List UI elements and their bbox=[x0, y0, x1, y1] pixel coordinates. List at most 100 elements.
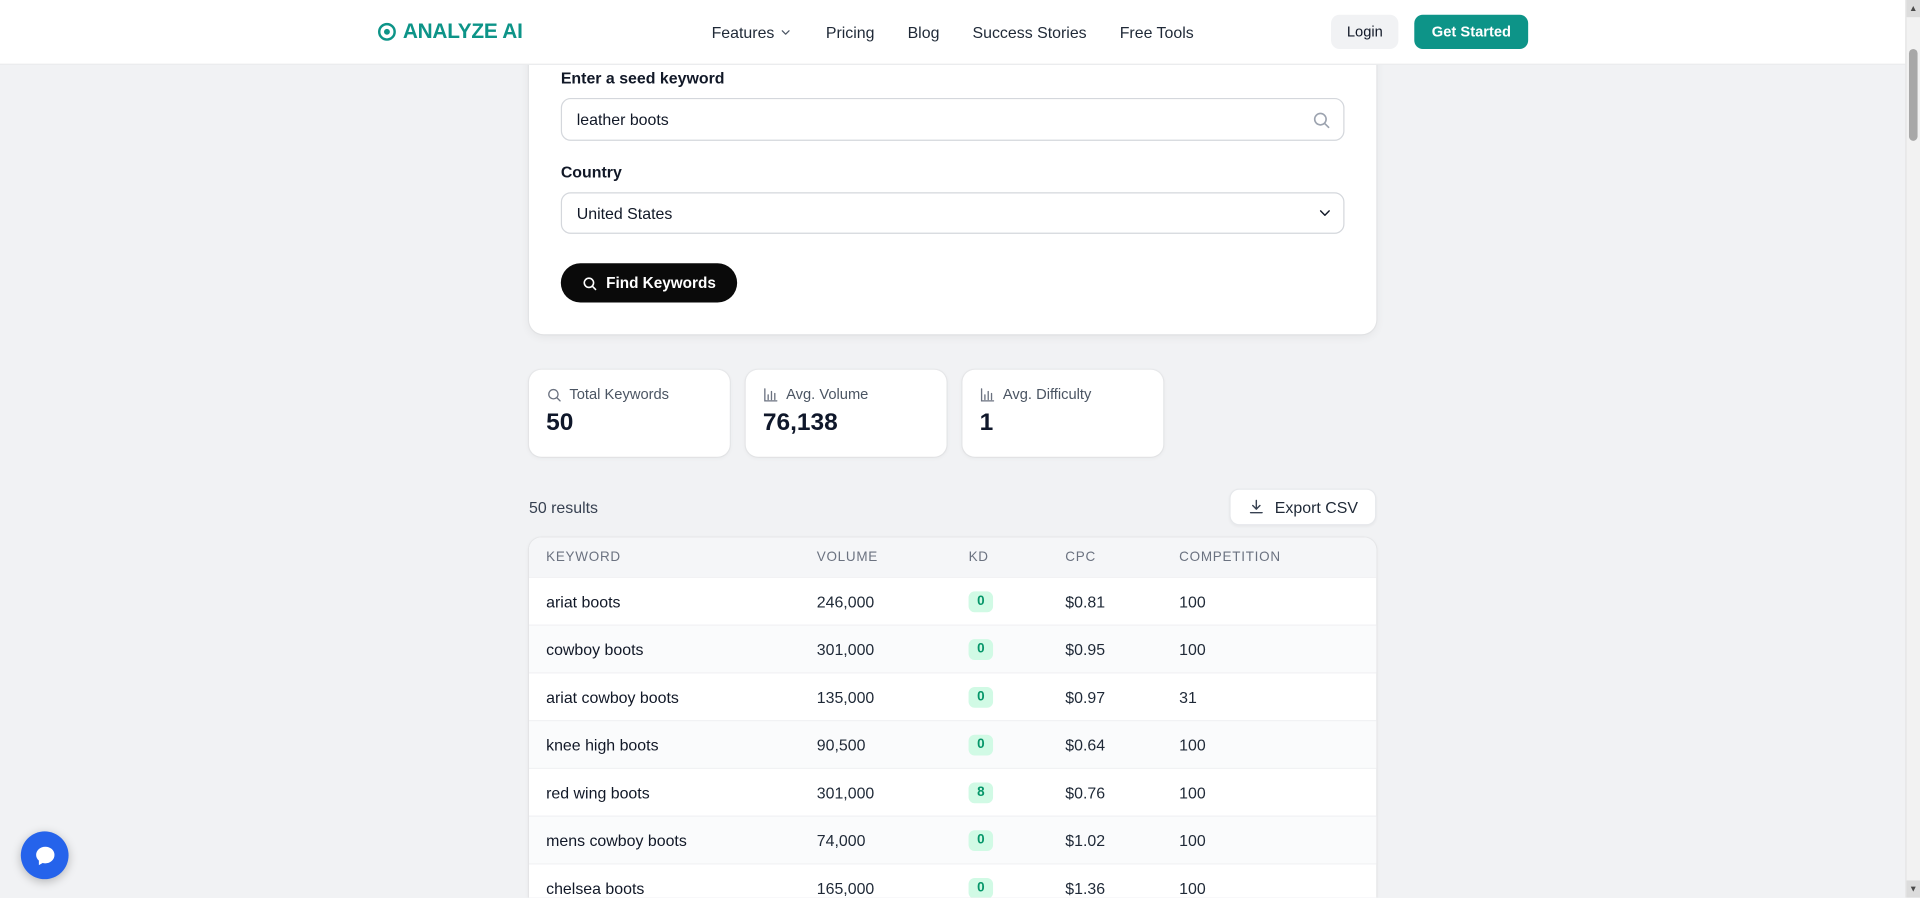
keyword-cell: red wing boots bbox=[546, 783, 650, 802]
kd-cell: 0 bbox=[951, 686, 1048, 708]
country-select[interactable]: United States bbox=[560, 192, 1345, 234]
volume-cell: 135,000 bbox=[816, 687, 875, 706]
nav-item-label: Blog bbox=[907, 22, 940, 42]
column-header-keyword: KEYWORD bbox=[546, 549, 621, 565]
stat-value: 1 bbox=[979, 408, 994, 436]
keyword-search-panel: Enter a seed keyword Country United Stat… bbox=[528, 36, 1377, 335]
keyword-cell: cowboy boots bbox=[546, 639, 644, 659]
search-icon bbox=[583, 276, 597, 290]
competition-cell: 100 bbox=[1179, 878, 1206, 897]
nav-item-label: Features bbox=[711, 22, 775, 42]
volume-cell: 74,000 bbox=[816, 830, 866, 850]
header-actions: Login Get Started bbox=[1330, 14, 1529, 49]
download-icon bbox=[1249, 499, 1263, 514]
scrollbar-thumb[interactable] bbox=[1908, 48, 1918, 141]
column-header-kd: KD bbox=[968, 549, 989, 565]
stat-avg-difficulty: Avg. Difficulty 1 bbox=[962, 369, 1164, 457]
nav-item-label: Success Stories bbox=[972, 22, 1087, 42]
nav-item-pricing[interactable]: Pricing bbox=[826, 23, 875, 41]
find-keywords-button[interactable]: Find Keywords bbox=[560, 263, 737, 303]
table-row[interactable]: ariat boots 246,000 0 $0.81 100 bbox=[528, 576, 1377, 625]
bar-chart-icon bbox=[764, 387, 778, 401]
main-nav: Features Pricing Blog Success Stories Fr… bbox=[712, 0, 1194, 64]
volume-cell: 246,000 bbox=[816, 592, 875, 611]
scrollbar-down-arrow[interactable]: ▼ bbox=[1906, 880, 1920, 898]
competition-cell: 100 bbox=[1179, 783, 1206, 802]
stat-total-keywords: Total Keywords 50 bbox=[528, 369, 730, 457]
table-header-row: KEYWORD VOLUME KD CPC COMPETITION bbox=[528, 537, 1377, 577]
table-row[interactable]: cowboy boots 301,000 0 $0.95 100 bbox=[528, 624, 1377, 673]
brand-logo[interactable]: ANALYZE AI bbox=[377, 19, 523, 44]
stat-label: Avg. Difficulty bbox=[1002, 385, 1092, 403]
keyword-cell: chelsea boots bbox=[546, 878, 645, 897]
seed-keyword-input-wrap bbox=[560, 97, 1345, 141]
results-count: 50 results bbox=[528, 497, 599, 517]
table-row[interactable]: ariat cowboy boots 135,000 0 $0.97 31 bbox=[528, 672, 1377, 720]
table-row[interactable]: mens cowboy boots 74,000 0 $1.02 100 bbox=[528, 815, 1377, 864]
get-started-button[interactable]: Get Started bbox=[1414, 14, 1529, 49]
kd-cell: 0 bbox=[951, 638, 1048, 661]
brand-name: ANALYZE AI bbox=[402, 19, 523, 43]
nav-item-success-stories[interactable]: Success Stories bbox=[973, 23, 1087, 41]
column-header-competition: COMPETITION bbox=[1179, 549, 1281, 565]
kd-badge: 0 bbox=[968, 830, 994, 852]
kd-badge: 8 bbox=[968, 782, 994, 804]
stat-label: Avg. Volume bbox=[786, 385, 869, 403]
competition-cell: 31 bbox=[1179, 687, 1197, 706]
table-row[interactable]: red wing boots 301,000 8 $0.76 100 bbox=[528, 767, 1377, 816]
results-bar: 50 results Export CSV bbox=[528, 488, 1377, 526]
stat-value: 76,138 bbox=[762, 408, 838, 436]
keyword-cell: ariat boots bbox=[546, 592, 621, 611]
kd-cell: 0 bbox=[951, 733, 1048, 756]
search-icon bbox=[548, 388, 561, 401]
logo-icon bbox=[378, 22, 396, 41]
table-row[interactable]: chelsea boots 165,000 0 $1.36 100 bbox=[528, 863, 1377, 898]
volume-cell: 301,000 bbox=[816, 639, 875, 659]
chat-launcher-button[interactable] bbox=[20, 831, 69, 880]
stat-value: 50 bbox=[546, 408, 574, 436]
country-select-wrap: United States bbox=[560, 192, 1345, 234]
login-button[interactable]: Login bbox=[1330, 14, 1399, 49]
stats-row: Total Keywords 50 Avg. Volume 76,138 Avg… bbox=[528, 369, 1376, 457]
scrollbar-up-arrow[interactable]: ▲ bbox=[1906, 0, 1920, 18]
table-body: ariat boots 246,000 0 $0.81 100 cowboy b… bbox=[528, 576, 1377, 898]
keyword-cell: knee high boots bbox=[546, 735, 659, 754]
kd-cell: 0 bbox=[951, 829, 1048, 852]
seed-keyword-input[interactable] bbox=[560, 97, 1345, 141]
nav-item-label: Free Tools bbox=[1119, 22, 1194, 42]
competition-cell: 100 bbox=[1179, 830, 1206, 850]
kd-badge: 0 bbox=[968, 877, 994, 898]
stat-label: Total Keywords bbox=[569, 385, 670, 403]
nav-item-label: Pricing bbox=[825, 22, 875, 42]
country-label: Country bbox=[560, 162, 622, 182]
nav-item-free-tools[interactable]: Free Tools bbox=[1120, 23, 1194, 41]
cpc-cell: $1.02 bbox=[1065, 830, 1106, 850]
vertical-scrollbar[interactable]: ▲ ▼ bbox=[1905, 0, 1920, 898]
country-field: Country United States bbox=[560, 162, 1345, 234]
kd-badge: 0 bbox=[968, 639, 994, 661]
cpc-cell: $0.81 bbox=[1065, 592, 1106, 611]
bar-chart-icon bbox=[980, 387, 995, 401]
keywords-table: KEYWORD VOLUME KD CPC COMPETITION ariat … bbox=[528, 537, 1377, 898]
nav-item-blog[interactable]: Blog bbox=[908, 23, 940, 41]
keyword-cell: mens cowboy boots bbox=[546, 830, 687, 850]
cpc-cell: $1.36 bbox=[1065, 878, 1106, 897]
competition-cell: 100 bbox=[1179, 639, 1206, 659]
stat-avg-volume: Avg. Volume 76,138 bbox=[745, 369, 947, 457]
competition-cell: 100 bbox=[1179, 592, 1206, 611]
seed-keyword-label: Enter a seed keyword bbox=[560, 68, 725, 87]
export-csv-label: Export CSV bbox=[1274, 497, 1358, 517]
export-csv-button[interactable]: Export CSV bbox=[1229, 488, 1377, 526]
kd-cell: 0 bbox=[951, 877, 1048, 898]
cpc-cell: $0.95 bbox=[1065, 639, 1106, 659]
kd-cell: 0 bbox=[951, 590, 1048, 613]
cpc-cell: $0.64 bbox=[1065, 735, 1106, 754]
table-row[interactable]: knee high boots 90,500 0 $0.64 100 bbox=[528, 720, 1377, 768]
kd-cell: 8 bbox=[951, 781, 1048, 804]
chevron-down-icon bbox=[782, 29, 791, 35]
find-keywords-label: Find Keywords bbox=[606, 274, 716, 292]
volume-cell: 165,000 bbox=[816, 878, 875, 897]
nav-item-features[interactable]: Features bbox=[712, 23, 793, 41]
